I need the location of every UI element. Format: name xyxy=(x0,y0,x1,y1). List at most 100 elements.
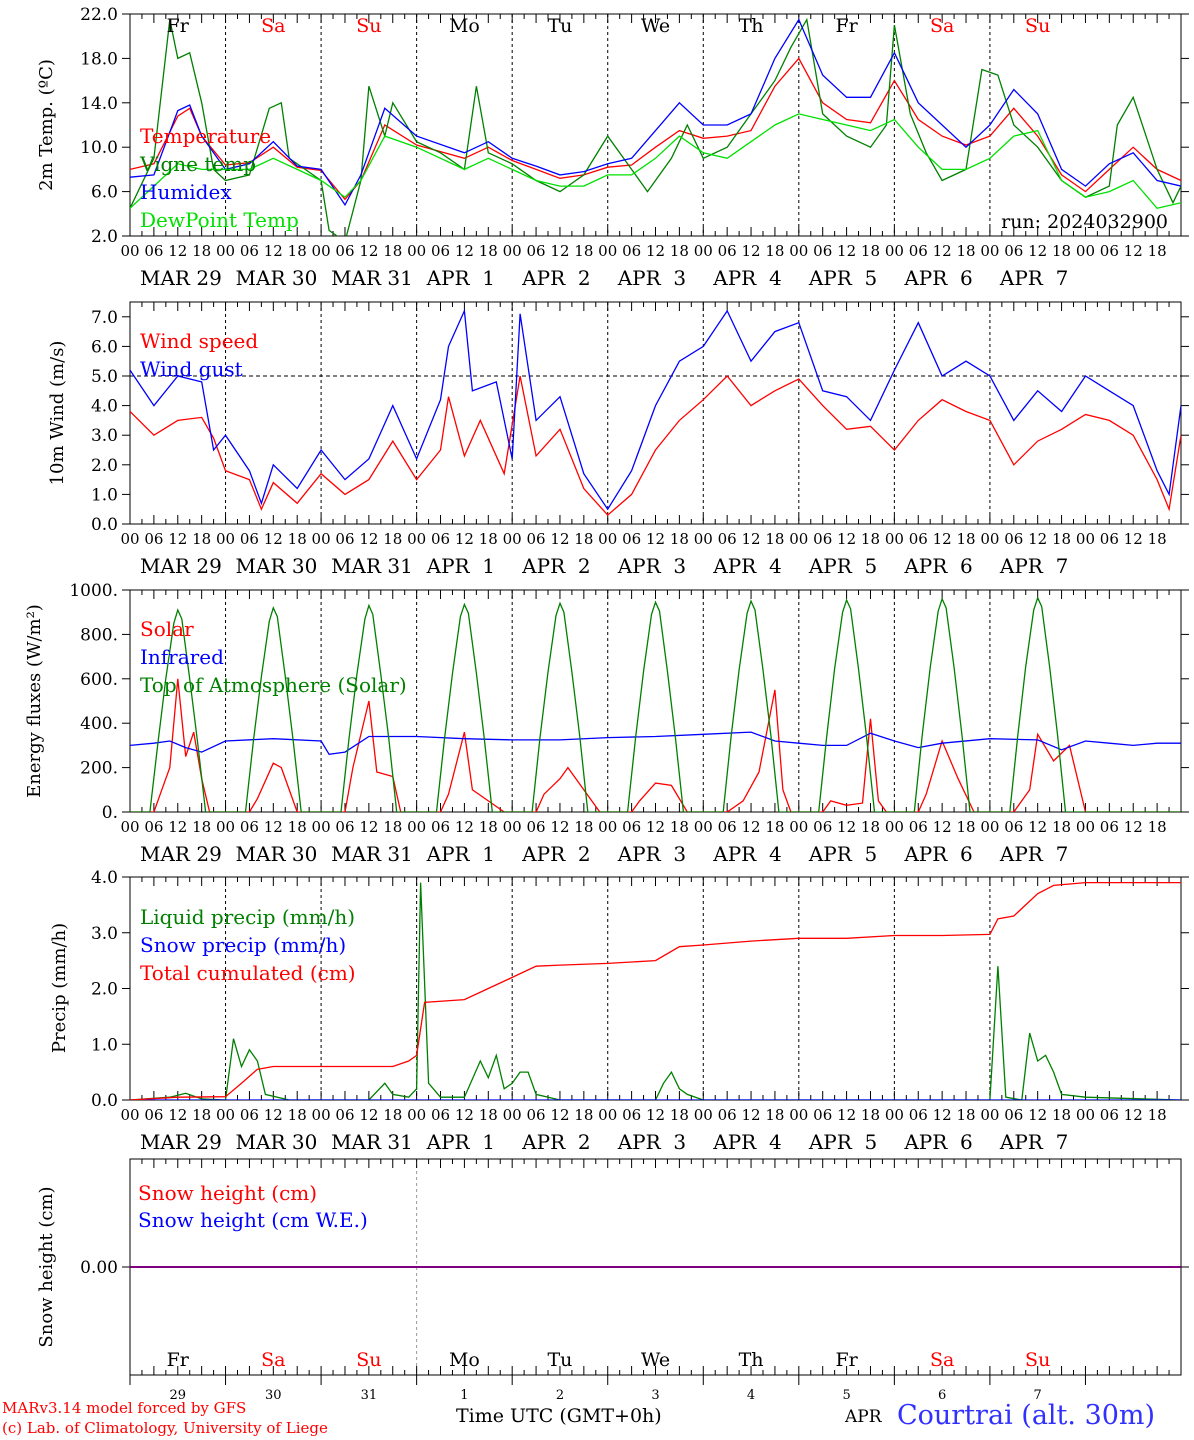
hour-tick-label: 18 xyxy=(1052,818,1071,836)
date-label: APR 2 xyxy=(521,554,590,578)
hour-tick-label: 12 xyxy=(646,818,665,836)
hour-tick-label: 00 xyxy=(407,530,426,548)
y-tick-label: 7.0 xyxy=(91,308,118,328)
hour-tick-label: 00 xyxy=(980,1106,999,1124)
day-name-bottom: Su xyxy=(1025,1349,1050,1371)
date-label: APR 3 xyxy=(617,842,686,866)
legend-entry: DewPoint Temp xyxy=(140,208,299,232)
hour-tick-label: 06 xyxy=(1100,1106,1119,1124)
day-name-bottom: Su xyxy=(356,1349,381,1371)
series-line-top-of-atmosphere-solar- xyxy=(130,596,1181,812)
day-number: 3 xyxy=(651,1388,659,1403)
hour-tick-label: 12 xyxy=(741,530,760,548)
legend-entry: Humidex xyxy=(140,180,232,204)
hour-tick-label: 18 xyxy=(192,818,211,836)
hour-tick-label: 00 xyxy=(598,242,617,260)
hour-tick-label: 06 xyxy=(1004,1106,1023,1124)
hour-tick-label: 06 xyxy=(144,530,163,548)
day-name-top: Sa xyxy=(261,15,285,37)
series-line-humidex xyxy=(130,18,1181,207)
day-name-top: Mo xyxy=(449,15,480,37)
date-label: APR 1 xyxy=(426,266,495,290)
hour-tick-label: 18 xyxy=(574,818,593,836)
legend-entry: Temperature xyxy=(140,124,271,148)
hour-tick-label: 00 xyxy=(1076,242,1095,260)
hour-tick-label: 18 xyxy=(1052,530,1071,548)
hour-tick-label: 18 xyxy=(288,242,307,260)
day-number: 6 xyxy=(938,1388,946,1403)
hour-tick-label: 18 xyxy=(670,530,689,548)
hour-tick-label: 00 xyxy=(407,242,426,260)
date-label: APR 2 xyxy=(521,842,590,866)
date-label: APR 3 xyxy=(617,554,686,578)
hour-tick-label: 06 xyxy=(240,1106,259,1124)
day-number: 29 xyxy=(169,1388,186,1403)
hour-tick-label: 00 xyxy=(980,818,999,836)
day-name-bottom: Fr xyxy=(835,1349,858,1371)
series-line-solar xyxy=(130,678,1181,812)
hour-tick-label: 06 xyxy=(622,530,641,548)
date-label: APR 7 xyxy=(999,266,1068,290)
hour-tick-label: 06 xyxy=(144,242,163,260)
hour-tick-label: 12 xyxy=(455,530,474,548)
day-name-top: We xyxy=(641,15,670,37)
hour-tick-label: 06 xyxy=(1004,530,1023,548)
hour-tick-label: 06 xyxy=(527,242,546,260)
hour-tick-label: 12 xyxy=(646,530,665,548)
hour-tick-label: 12 xyxy=(837,818,856,836)
date-label: MAR 31 xyxy=(331,554,413,578)
day-name-bottom: Sa xyxy=(930,1349,954,1371)
legend-entry: Snow height (cm) xyxy=(138,1181,317,1205)
hour-tick-label: 18 xyxy=(765,818,784,836)
hour-tick-label: 00 xyxy=(312,242,331,260)
hour-tick-label: 06 xyxy=(909,530,928,548)
hour-tick-label: 06 xyxy=(335,1106,354,1124)
hour-tick-label: 00 xyxy=(503,530,522,548)
hour-tick-label: 12 xyxy=(168,1106,187,1124)
hour-tick-label: 12 xyxy=(1028,242,1047,260)
hour-tick-label: 00 xyxy=(120,818,139,836)
hour-tick-label: 12 xyxy=(550,818,569,836)
date-label: MAR 31 xyxy=(331,1130,413,1154)
hour-tick-label: 06 xyxy=(718,530,737,548)
hour-tick-label: 12 xyxy=(1124,818,1143,836)
hour-tick-label: 00 xyxy=(216,530,235,548)
credit-line-1: MARv3.14 model forced by GFS xyxy=(2,1399,247,1417)
y-tick-label: 1.0 xyxy=(91,1035,118,1055)
hour-tick-label: 18 xyxy=(288,818,307,836)
y-tick-label: 14.0 xyxy=(80,94,118,114)
hour-tick-label: 06 xyxy=(527,818,546,836)
hour-tick-label: 18 xyxy=(670,818,689,836)
hour-tick-label: 00 xyxy=(694,818,713,836)
hour-tick-label: 18 xyxy=(574,1106,593,1124)
hour-tick-label: 06 xyxy=(1100,818,1119,836)
hour-tick-label: 06 xyxy=(144,1106,163,1124)
hour-tick-label: 00 xyxy=(216,1106,235,1124)
hour-tick-label: 18 xyxy=(861,818,880,836)
hour-tick-label: 12 xyxy=(168,818,187,836)
hour-tick-label: 12 xyxy=(837,1106,856,1124)
hour-tick-label: 00 xyxy=(789,242,808,260)
day-name-bottom: Fr xyxy=(167,1349,190,1371)
hour-tick-label: 06 xyxy=(909,818,928,836)
y-tick-label: 400. xyxy=(80,714,118,734)
y-tick-label: 0.0 xyxy=(91,1091,118,1111)
hour-tick-label: 06 xyxy=(431,530,450,548)
hour-tick-label: 06 xyxy=(1004,818,1023,836)
y-tick-label: 2.0 xyxy=(91,980,118,1000)
hour-tick-label: 12 xyxy=(646,242,665,260)
legend-entry: Solar xyxy=(140,617,194,641)
day-name-top: Th xyxy=(739,15,764,37)
hour-tick-label: 06 xyxy=(431,818,450,836)
hour-tick-label: 18 xyxy=(765,530,784,548)
day-name-top: Sa xyxy=(930,15,954,37)
hour-tick-label: 06 xyxy=(813,530,832,548)
hour-tick-label: 18 xyxy=(1148,530,1167,548)
day-name-bottom: We xyxy=(641,1349,670,1371)
y-axis-label: Energy fluxes (W/m²) xyxy=(24,604,45,798)
hour-tick-label: 18 xyxy=(383,242,402,260)
hour-tick-label: 12 xyxy=(550,1106,569,1124)
date-label: MAR 29 xyxy=(140,554,222,578)
hour-tick-label: 18 xyxy=(479,818,498,836)
date-label: MAR 29 xyxy=(140,1130,222,1154)
